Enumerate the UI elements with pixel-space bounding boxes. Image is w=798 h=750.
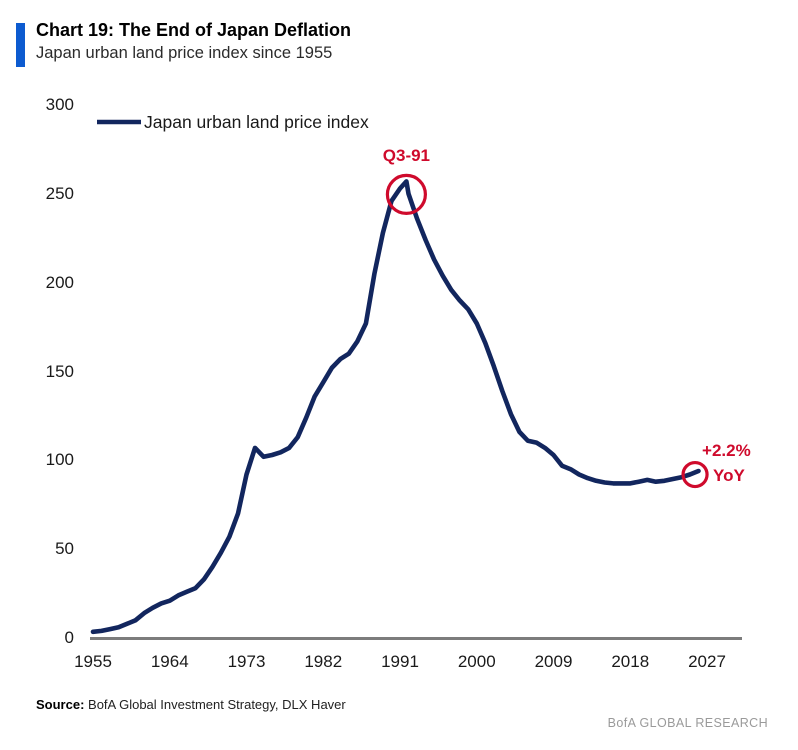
y-tick-label: 100 <box>45 450 74 470</box>
source-prefix: Source: <box>36 697 85 712</box>
x-tick-label: 2009 <box>534 652 573 671</box>
x-tick-label: 1955 <box>74 652 112 671</box>
x-tick-label: 1973 <box>227 652 266 671</box>
y-tick-label: 150 <box>45 361 74 381</box>
x-tick-label: 1982 <box>304 652 343 671</box>
y-tick-label: 300 <box>45 95 74 114</box>
x-tick-label: 2000 <box>457 652 496 671</box>
title-accent-bar <box>16 23 25 67</box>
y-tick-label: 0 <box>64 628 74 647</box>
y-tick-label: 250 <box>45 183 74 203</box>
x-tick-label: 2018 <box>611 652 650 671</box>
chart-subtitle: Japan urban land price index since 1955 <box>36 44 333 62</box>
legend-label: Japan urban land price index <box>144 112 369 132</box>
x-tick-label: 1964 <box>150 652 189 671</box>
price-line-series <box>90 179 701 635</box>
peak-annotation-circle <box>385 173 427 215</box>
y-tick-label: 200 <box>45 272 74 292</box>
latest-annotation-circle <box>681 460 709 489</box>
latest-annotation-label-line2: YoY <box>713 465 745 485</box>
x-tick-label: 1991 <box>381 652 419 671</box>
source-note: Source: BofA Global Investment Strategy,… <box>36 697 346 712</box>
brand-mark: BofA GLOBAL RESEARCH <box>607 716 768 730</box>
source-text: BofA Global Investment Strategy, DLX Hav… <box>84 697 346 712</box>
peak-annotation-label: Q3-91 <box>382 146 431 166</box>
latest-annotation-label-line1: +2.2% <box>702 440 751 460</box>
chart-title: Chart 19: The End of Japan Deflation <box>36 20 352 40</box>
x-tick-label: 2027 <box>688 652 726 671</box>
y-tick-label: 50 <box>55 539 74 559</box>
